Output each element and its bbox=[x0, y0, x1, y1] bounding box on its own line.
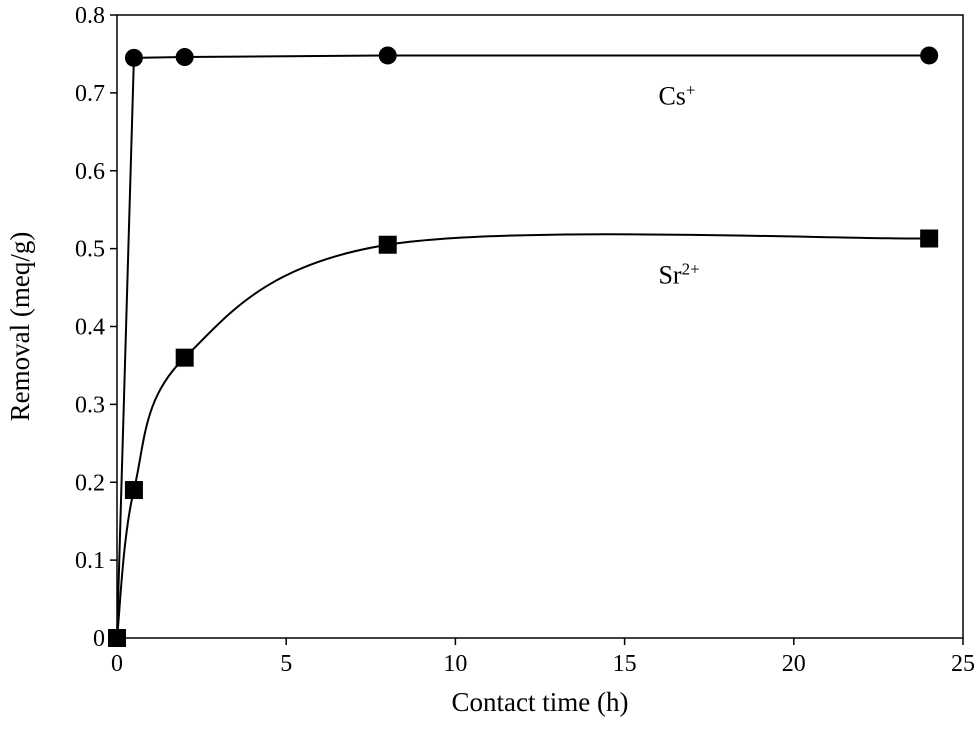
x-tick-label: 20 bbox=[782, 651, 806, 677]
x-tick-label: 15 bbox=[613, 651, 637, 677]
cs-annotation-charge: + bbox=[686, 80, 696, 99]
y-tick-label: 0.3 bbox=[75, 392, 105, 418]
sr-annotation-base: Sr bbox=[658, 261, 681, 290]
x-tick-label: 0 bbox=[111, 651, 123, 677]
point-cs bbox=[175, 48, 194, 67]
point-sr2 bbox=[378, 235, 397, 254]
series-line-sr2 bbox=[116, 233, 930, 639]
x-axis-label: Contact time (h) bbox=[452, 687, 629, 717]
y-tick-label: 0.6 bbox=[75, 159, 105, 185]
point-sr2 bbox=[920, 229, 939, 248]
y-tick-label: 0.2 bbox=[75, 470, 105, 496]
cs-annotation-base: Cs bbox=[658, 82, 685, 111]
x-tick-label: 25 bbox=[951, 651, 975, 677]
cs-annotation: Cs+ bbox=[658, 80, 695, 111]
x-tick-label: 10 bbox=[443, 651, 467, 677]
sr-annotation: Sr2+ bbox=[658, 259, 699, 290]
y-axis-label: Removal (meq/g) bbox=[5, 232, 35, 422]
y-tick-label: 0 bbox=[93, 626, 105, 652]
y-tick-label: 0.5 bbox=[75, 237, 105, 263]
point-cs bbox=[124, 48, 143, 67]
point-sr2 bbox=[124, 481, 143, 500]
point-cs bbox=[378, 46, 397, 65]
point-cs bbox=[920, 46, 939, 65]
point-sr2 bbox=[175, 348, 194, 367]
sr-annotation-charge: 2+ bbox=[682, 259, 700, 278]
y-axis-ticks: 0 0.1 0.2 0.3 0.4 0.5 0.6 0.7 0.8 bbox=[75, 3, 117, 652]
x-tick-label: 5 bbox=[280, 651, 292, 677]
y-tick-label: 0.1 bbox=[75, 548, 105, 574]
y-tick-label: 0.8 bbox=[75, 3, 105, 29]
y-tick-label: 0.4 bbox=[75, 315, 105, 341]
y-tick-label: 0.7 bbox=[75, 81, 105, 107]
plot-markers bbox=[108, 46, 939, 647]
x-axis-ticks: 0 5 10 15 20 25 bbox=[111, 638, 975, 677]
